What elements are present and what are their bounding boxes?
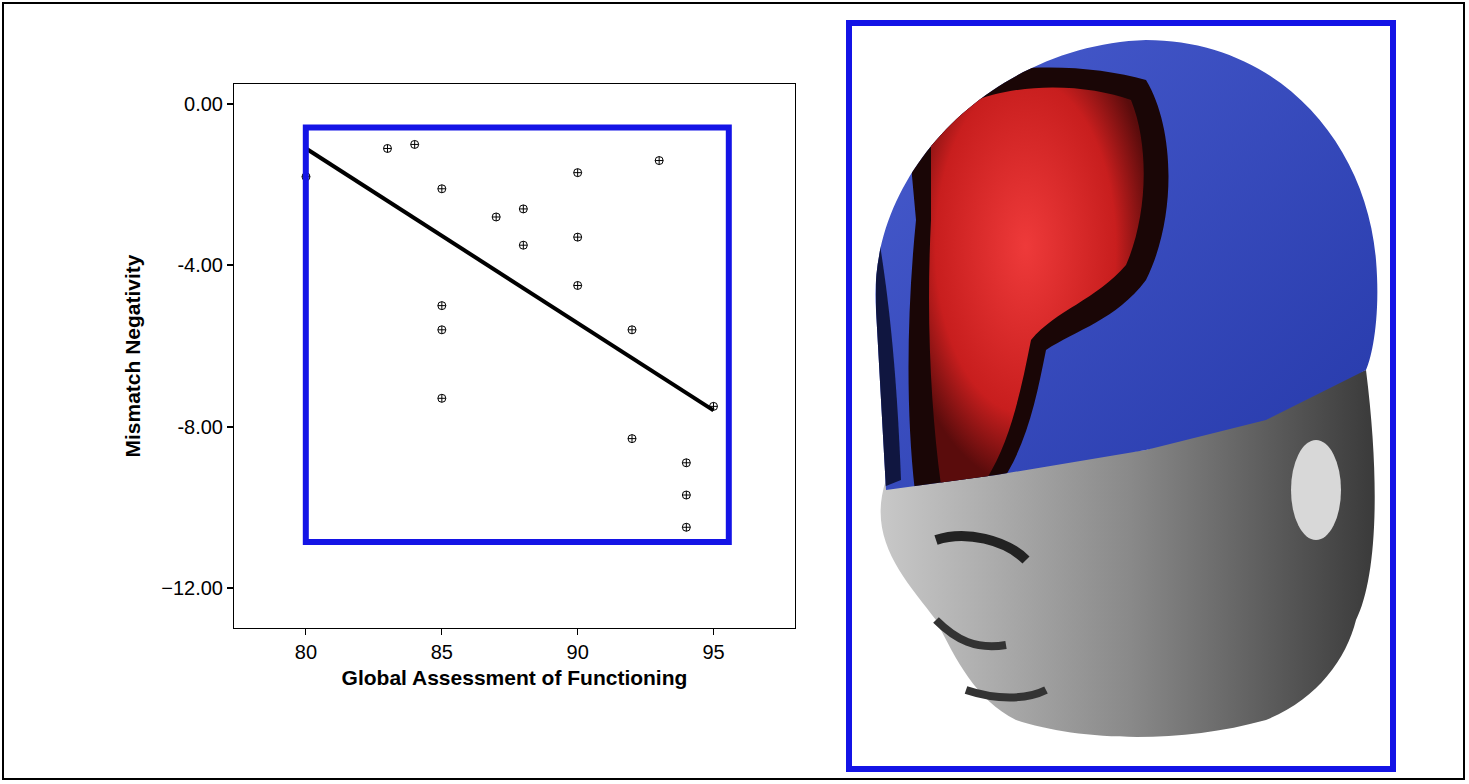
svg-text:-4.00: -4.00 xyxy=(177,254,223,276)
svg-text:Mismatch Negativity: Mismatch Negativity xyxy=(121,254,144,457)
svg-text:90: 90 xyxy=(567,641,589,663)
svg-text:80: 80 xyxy=(295,641,317,663)
svg-text:85: 85 xyxy=(431,641,453,663)
svg-text:−12.00: −12.00 xyxy=(161,577,223,599)
svg-text:-8.00: -8.00 xyxy=(177,416,223,438)
svg-text:0.00: 0.00 xyxy=(184,93,223,115)
svg-text:95: 95 xyxy=(702,641,724,663)
svg-text:Global Assessment of Functioni: Global Assessment of Functioning xyxy=(342,666,688,689)
